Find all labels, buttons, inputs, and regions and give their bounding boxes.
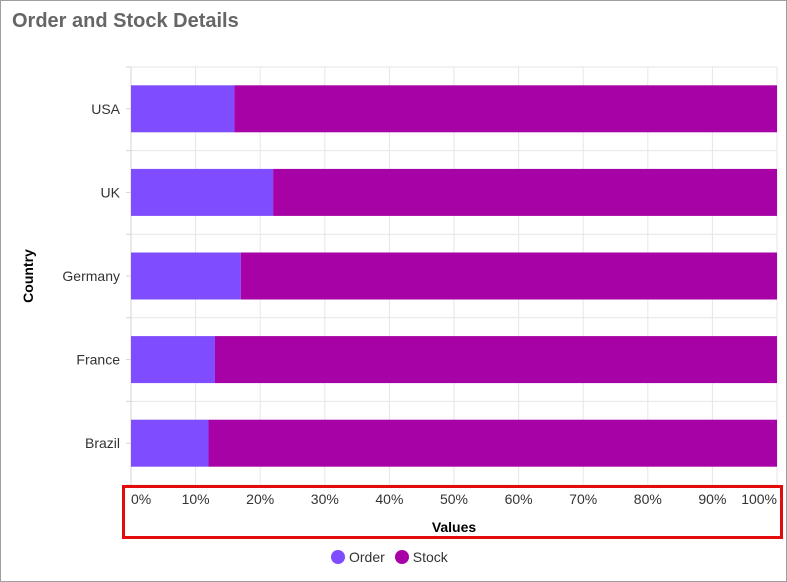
- x-tick-label: 30%: [311, 491, 339, 507]
- bar-order-usa[interactable]: [131, 85, 235, 133]
- bar-order-france[interactable]: [131, 336, 215, 384]
- bar-order-brazil[interactable]: [131, 419, 209, 467]
- bars: [131, 85, 778, 467]
- x-tick-label: 50%: [440, 491, 468, 507]
- legend-item-order[interactable]: Order: [331, 549, 385, 565]
- category-label-usa: USA: [91, 101, 120, 117]
- legend-label-stock: Stock: [412, 549, 448, 565]
- category-label-france: France: [76, 352, 120, 368]
- chart-title: Order and Stock Details: [12, 10, 239, 32]
- x-tick-label: 60%: [505, 491, 533, 507]
- bar-stock-uk[interactable]: [273, 168, 777, 216]
- legend-swatch-order: [331, 550, 345, 564]
- x-tick-label: 20%: [246, 491, 274, 507]
- bar-order-germany[interactable]: [131, 252, 241, 300]
- x-tick-label: 0%: [131, 491, 151, 507]
- category-label-uk: UK: [101, 184, 121, 200]
- x-tick-label: 40%: [375, 491, 403, 507]
- category-label-brazil: Brazil: [85, 435, 120, 451]
- x-tick-label: 100%: [741, 491, 777, 507]
- bar-stock-france[interactable]: [214, 336, 778, 384]
- category-label-germany: Germany: [62, 268, 120, 284]
- bar-stock-germany[interactable]: [240, 252, 777, 300]
- x-tick-label: 90%: [698, 491, 726, 507]
- category-labels: USA UK Germany France Brazil: [62, 101, 120, 451]
- bar-stock-usa[interactable]: [234, 85, 778, 133]
- bar-stock-brazil[interactable]: [208, 419, 777, 467]
- x-tick-label: 80%: [634, 491, 662, 507]
- x-axis-title: Values: [432, 519, 477, 535]
- y-axis-title: Country: [20, 249, 36, 303]
- x-tick-labels: 0% 10% 20% 30% 40% 50% 60% 70% 80% 90% 100%: [131, 491, 777, 507]
- x-tick-label: 70%: [569, 491, 597, 507]
- bar-order-uk[interactable]: [131, 168, 274, 216]
- legend-label-order: Order: [349, 549, 385, 565]
- legend-swatch-stock: [394, 550, 409, 564]
- legend: Order Stock: [331, 549, 458, 565]
- legend-item-stock[interactable]: Stock: [394, 549, 448, 565]
- x-tick-label: 10%: [182, 491, 210, 507]
